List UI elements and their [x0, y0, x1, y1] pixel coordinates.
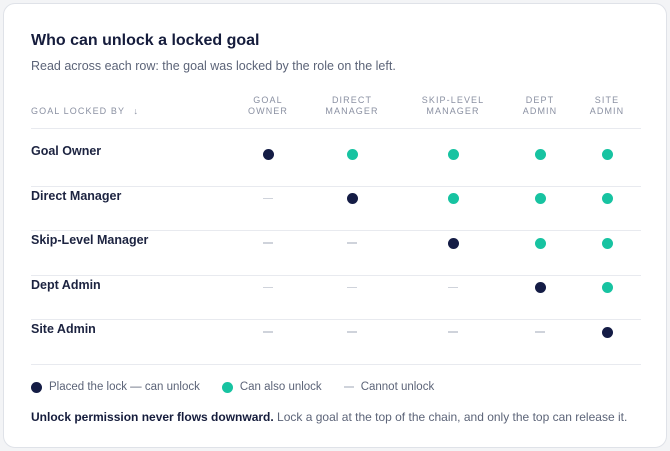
permission-cell [441, 236, 465, 250]
can-unlock-dot-icon [447, 193, 459, 204]
row-label: Goal Owner [31, 144, 102, 158]
column-header-3: SKIP-LEVEL MANAGER [408, 95, 498, 117]
column-header-line2: ADMIN [589, 106, 625, 116]
column-header-line2: OWNER [248, 106, 288, 116]
column-header-1: GOAL OWNER [223, 95, 313, 117]
permission-cell [595, 147, 619, 161]
column-header-line2: MANAGER [426, 106, 480, 116]
column-header-4: DEPT ADMIN [495, 95, 585, 117]
can-unlock-dot-icon [601, 237, 613, 249]
permission-cell [528, 236, 552, 250]
legend-item-cannot: Cannot unlock [343, 381, 435, 393]
legend-item-lock: Placed the lock — can unlock [31, 381, 200, 393]
row-header: GOAL LOCKED BY ↓ [31, 106, 139, 117]
row-divider [31, 274, 641, 276]
dash-icon [263, 286, 273, 289]
permission-cell [340, 236, 364, 250]
arrow-down-icon: ↓ [133, 106, 140, 116]
legend-label-lock: Placed the lock — can unlock [49, 381, 200, 393]
permission-cell [441, 325, 465, 339]
lock-dot-icon [601, 326, 613, 338]
row-label: Site Admin [31, 322, 96, 336]
permission-cell [595, 192, 619, 206]
column-header-line1: SKIP-LEVEL [421, 95, 485, 105]
lock-dot-icon [534, 282, 546, 293]
dash-icon [347, 242, 357, 244]
can-unlock-dot-icon [447, 148, 459, 160]
dash-icon [448, 331, 458, 333]
column-header-line1: DEPT [525, 95, 555, 105]
legend-divider [31, 364, 641, 365]
permission-cell [595, 236, 619, 250]
page-title: Who can unlock a locked goal [31, 32, 260, 49]
permission-cell [256, 192, 280, 206]
dash-icon [535, 331, 545, 333]
permission-cell [441, 281, 465, 295]
column-header-line1: SITE [594, 95, 620, 105]
column-header-line1: GOAL [253, 95, 283, 105]
header-divider [31, 128, 641, 129]
permission-cell [256, 281, 280, 295]
permission-cell [256, 325, 280, 339]
column-header-line1: DIRECT [331, 95, 373, 105]
can-unlock-dot-icon [601, 193, 613, 204]
legend-label-cannot: Cannot unlock [360, 381, 435, 393]
permission-cell [441, 192, 465, 206]
permission-cell [256, 236, 280, 250]
can-unlock-dot-icon [221, 381, 233, 393]
dash-icon [263, 197, 273, 200]
column-header-line2: ADMIN [522, 106, 558, 116]
column-header-2: DIRECT MANAGER [307, 95, 397, 117]
permission-cell [340, 281, 364, 295]
row-label: Direct Manager [31, 188, 122, 203]
permission-cell [256, 147, 280, 161]
column-header-5: SITE ADMIN [562, 95, 652, 117]
legend-label-can: Can also unlock [239, 381, 322, 393]
footnote-bold: Unlock permission never flows downward. [31, 410, 274, 424]
legend: Placed the lock — can unlock Can also un… [31, 381, 456, 393]
permission-cell [528, 281, 552, 295]
permission-cell [595, 325, 619, 339]
permission-cell [441, 147, 465, 161]
column-header-line2: MANAGER [325, 106, 379, 116]
lock-dot-icon [262, 148, 274, 160]
can-unlock-dot-icon [534, 148, 546, 160]
legend-item-can: Can also unlock [221, 381, 322, 393]
can-unlock-dot-icon [346, 148, 358, 160]
row-divider [31, 185, 641, 187]
lock-dot-icon [447, 237, 459, 249]
can-unlock-dot-icon [601, 148, 613, 160]
permission-cell [528, 325, 552, 339]
permission-cell [528, 192, 552, 206]
lock-dot-icon [346, 193, 358, 204]
can-unlock-dot-icon [601, 282, 613, 293]
page-subtitle: Read across each row: the goal was locke… [31, 59, 396, 73]
row-divider [31, 230, 641, 231]
row-header-label: GOAL LOCKED BY [31, 106, 125, 116]
dash-icon [263, 331, 273, 333]
row-divider [31, 319, 641, 320]
dash-icon [263, 242, 273, 244]
dash-icon [347, 331, 357, 333]
dash-icon [343, 386, 354, 388]
dash-icon [347, 286, 357, 289]
footnote-text: Lock a goal at the top of the chain, and… [273, 410, 628, 424]
permission-cell [340, 192, 364, 206]
permission-cell [340, 325, 364, 339]
permissions-card: Who can unlock a locked goal Read across… [3, 3, 667, 448]
row-label: Dept Admin [31, 277, 101, 292]
can-unlock-dot-icon [534, 237, 546, 249]
can-unlock-dot-icon [534, 193, 546, 204]
permission-cell [528, 147, 552, 161]
permission-cell [595, 281, 619, 295]
dash-icon [448, 286, 458, 289]
lock-dot-icon [31, 381, 42, 393]
permission-cell [340, 147, 364, 161]
row-label: Skip-Level Manager [31, 233, 149, 247]
footnote: Unlock permission never flows downward. … [31, 410, 627, 424]
